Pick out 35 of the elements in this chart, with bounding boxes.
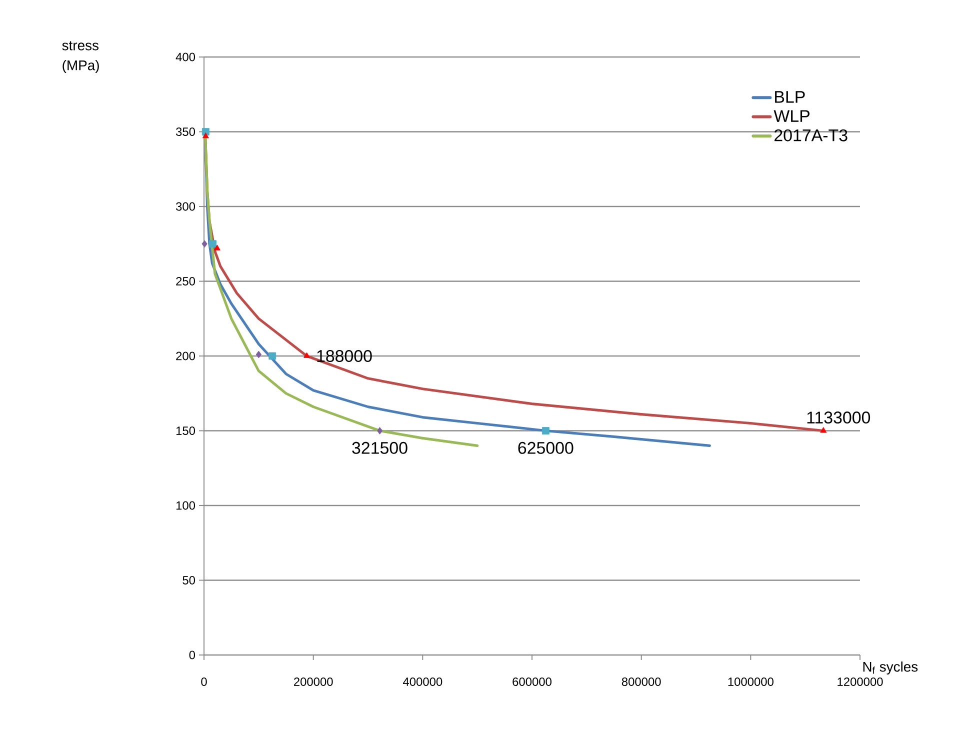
annotation: 321500 <box>352 442 408 454</box>
legend-label: WLP <box>774 110 810 122</box>
x-tick-label: 1000000 <box>728 678 774 686</box>
x-tick-label: 400000 <box>403 678 442 686</box>
y-tick-label: 300 <box>176 202 196 211</box>
x-tick-label: 600000 <box>512 678 552 686</box>
x-axis-title: N$_{f}$ sycles <box>863 661 918 674</box>
y-tick-label: 100 <box>176 501 196 510</box>
text: stress (MPa) <box>62 41 99 74</box>
y-tick-label: 50 <box>182 576 196 584</box>
y-tick-label: 250 <box>176 277 196 286</box>
annotation: 625000 <box>518 442 574 454</box>
point <box>256 350 262 358</box>
point <box>376 427 383 434</box>
x-tick-label: 800000 <box>622 678 661 686</box>
y-tick-label: 200 <box>176 352 196 360</box>
x-tick-label: 0 <box>201 678 207 686</box>
point <box>268 352 276 360</box>
point <box>214 244 220 250</box>
y-tick-label: 400 <box>176 52 196 62</box>
y-tick-label: 0 <box>189 650 196 660</box>
point <box>202 240 208 248</box>
annotation: 1133000 <box>807 412 870 424</box>
x-tick-label: 200000 <box>294 678 333 686</box>
x-tick-label: 1200000 <box>838 678 883 686</box>
point <box>304 352 310 358</box>
y-tick-label: 150 <box>176 426 196 435</box>
y-tick-label: 350 <box>176 128 196 136</box>
point <box>820 427 827 433</box>
annotation: 188000 <box>317 350 372 362</box>
point <box>209 240 216 248</box>
legend-label: 2017A-T3 <box>774 129 848 142</box>
point <box>542 427 550 434</box>
point <box>202 132 209 138</box>
legend-label: BLP <box>775 91 805 103</box>
